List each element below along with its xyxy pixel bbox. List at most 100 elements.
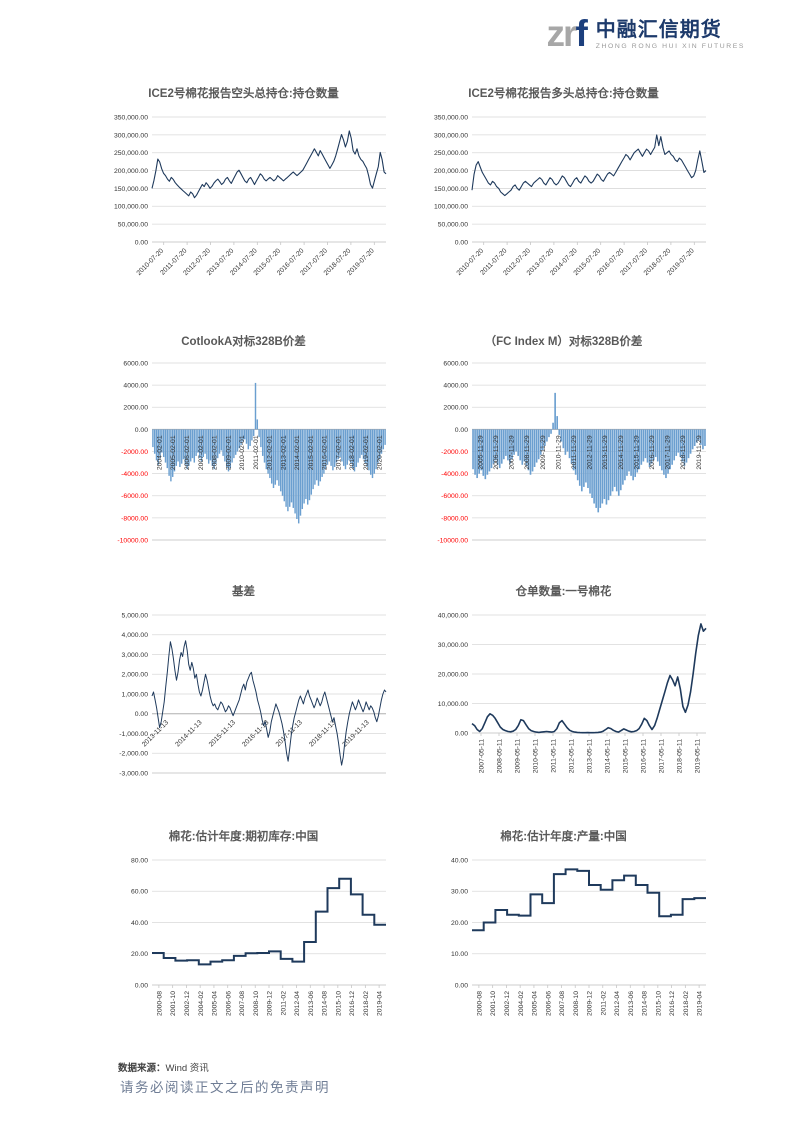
svg-text:-8000.00: -8000.00: [121, 515, 148, 522]
svg-text:2004-02-01: 2004-02-01: [156, 435, 163, 470]
svg-text:4,000.00: 4,000.00: [122, 632, 149, 639]
svg-text:2005-02-01: 2005-02-01: [170, 435, 177, 470]
svg-text:2004-02: 2004-02: [198, 991, 205, 1016]
svg-text:1,000.00: 1,000.00: [122, 691, 149, 698]
svg-text:2015-10: 2015-10: [655, 991, 662, 1016]
svg-text:0.00: 0.00: [135, 982, 148, 989]
chart-basis: 基差 5,000.00 4,000.00 3,000.00 2,000.00 1,000…: [97, 583, 390, 805]
svg-text:60.00: 60.00: [131, 889, 148, 896]
svg-text:40,000.00: 40,000.00: [438, 612, 468, 619]
svg-text:10.00: 10.00: [451, 951, 468, 958]
svg-text:20.00: 20.00: [451, 920, 468, 927]
logo-mark-zr: zr: [546, 13, 578, 54]
chart-ice2-long-positions: ICE2号棉花报告多头总持仓:持仓数量 0.00 50,000.00 100,000…: [417, 85, 710, 307]
svg-text:2017-11-29: 2017-11-29: [665, 435, 672, 469]
chart-cotlooka-328b-spread: CotlookA对标328B价差 6000.00 4000.00 2000.00 0.…: [97, 333, 390, 547]
chart-row-1: ICE2号棉花报告空头总持仓:持仓数量 0.00 50,000.00 100,000…: [97, 85, 711, 307]
svg-text:2009-12: 2009-12: [267, 991, 274, 1016]
svg-text:2009-12: 2009-12: [587, 991, 594, 1016]
chart-canvas-warehouse-receipts: 0.00 10,000.00 20,000.00 30,000.00 40,000.00…: [438, 612, 707, 773]
svg-text:2013-05-11: 2013-05-11: [587, 739, 594, 773]
svg-text:2019-04: 2019-04: [377, 991, 384, 1016]
company-name-en: ZHONG RONG HUI XIN FUTURES: [595, 42, 745, 50]
svg-text:2013-02-01: 2013-02-01: [280, 435, 287, 470]
chart-title: 仓单数量:一号棉花: [515, 586, 612, 598]
svg-text:30.00: 30.00: [451, 889, 468, 896]
svg-text:0.00: 0.00: [135, 427, 148, 434]
svg-text:2012-04: 2012-04: [294, 991, 301, 1016]
svg-text:300,000.00: 300,000.00: [114, 132, 148, 139]
company-logo: zrf 中融汇信期货 ZHONG RONG HUI XIN FUTURES: [547, 14, 745, 54]
svg-text:2019-02-01: 2019-02-01: [363, 435, 370, 470]
logo-text: 中融汇信期货 ZHONG RONG HUI XIN FUTURES: [596, 19, 745, 50]
svg-text:4000.00: 4000.00: [443, 383, 468, 390]
svg-text:2018-02-01: 2018-02-01: [349, 435, 356, 470]
svg-text:2012-02-01: 2012-02-01: [267, 435, 274, 470]
svg-text:2005-11-29: 2005-11-29: [477, 435, 484, 469]
chart-canvas-ice2-long: 0.00 50,000.00 100,000.00 150,000.00 200,000…: [434, 114, 707, 277]
svg-text:2015-10: 2015-10: [335, 991, 342, 1016]
svg-text:2018-11-29: 2018-11-29: [680, 435, 687, 469]
logo-mark-f: f: [575, 13, 587, 54]
svg-text:2017-05-11: 2017-05-11: [659, 739, 666, 773]
svg-text:100,000.00: 100,000.00: [434, 204, 468, 211]
chart-title: 基差: [232, 586, 255, 598]
svg-text:0.00: 0.00: [455, 982, 468, 989]
chart-title: （FC Index M）对标328B价差: [484, 336, 643, 348]
svg-text:2016-12: 2016-12: [669, 991, 676, 1016]
svg-text:100,000.00: 100,000.00: [114, 204, 148, 211]
svg-text:2007-08: 2007-08: [559, 991, 566, 1016]
chart-canvas-ice2-short: 0.00 50,000.00 100,000.00 150,000.00 200,000…: [114, 114, 387, 277]
svg-text:2014-02-01: 2014-02-01: [294, 435, 301, 470]
svg-text:-2000.00: -2000.00: [441, 449, 468, 456]
svg-text:2010-02-01: 2010-02-01: [239, 435, 246, 470]
svg-text:2014-08: 2014-08: [322, 991, 329, 1016]
svg-text:2011-02: 2011-02: [280, 991, 287, 1016]
svg-text:40.00: 40.00: [451, 857, 468, 864]
svg-text:2007-02-01: 2007-02-01: [198, 435, 205, 470]
chart-canvas-production: 0.00 10.00 20.00 30.00 40.00 2000-08 2001-10 20…: [451, 857, 706, 1016]
svg-text:2015-05-11: 2015-05-11: [623, 739, 630, 773]
svg-text:2012-11-29: 2012-11-29: [587, 435, 594, 469]
chart-canvas-beginning-stocks: 0.00 20.00 40.00 60.00 80.00 2000-08 2001-10 20…: [131, 857, 386, 1016]
svg-text:2006-11-29: 2006-11-29: [493, 435, 500, 469]
svg-text:20,000.00: 20,000.00: [438, 671, 468, 678]
svg-text:-1,000.00: -1,000.00: [119, 731, 148, 738]
svg-text:-10000.00: -10000.00: [117, 537, 148, 544]
chart-china-beginning-stocks: 棉花:估计年度:期初库存:中国 0.00 20.00 40.00 60.00 80.00…: [97, 828, 390, 1055]
svg-text:2000.00: 2000.00: [443, 405, 468, 412]
svg-text:2019-04: 2019-04: [697, 991, 704, 1016]
svg-text:150,000.00: 150,000.00: [114, 186, 148, 193]
svg-text:2010-05-11: 2010-05-11: [533, 739, 540, 773]
svg-text:2000-08: 2000-08: [156, 991, 163, 1016]
svg-text:2009-02-01: 2009-02-01: [225, 435, 232, 470]
svg-text:-2,000.00: -2,000.00: [119, 751, 148, 758]
logo-mark: zrf: [546, 13, 588, 54]
svg-text:0.00: 0.00: [135, 239, 148, 246]
svg-text:2004-02: 2004-02: [518, 991, 525, 1016]
svg-text:-2000.00: -2000.00: [121, 449, 148, 456]
svg-text:2014-11-29: 2014-11-29: [618, 435, 625, 469]
svg-text:-3,000.00: -3,000.00: [119, 770, 148, 777]
chart-title: 棉花:估计年度:产量:中国: [500, 831, 627, 843]
chart-title: ICE2号棉花报告空头总持仓:持仓数量: [148, 88, 339, 100]
svg-text:2005-04: 2005-04: [532, 991, 539, 1016]
svg-text:2006-02-01: 2006-02-01: [184, 435, 191, 470]
svg-text:2012-04: 2012-04: [614, 991, 621, 1016]
chart-row-4: 棉花:估计年度:期初库存:中国 0.00 20.00 40.00 60.00 80.00…: [97, 828, 711, 1055]
svg-text:-8000.00: -8000.00: [441, 515, 468, 522]
svg-text:2000-08: 2000-08: [476, 991, 483, 1016]
svg-text:50,000.00: 50,000.00: [438, 222, 468, 229]
svg-text:20.00: 20.00: [131, 951, 148, 958]
svg-text:350,000.00: 350,000.00: [434, 114, 468, 121]
svg-text:2016-11-29: 2016-11-29: [649, 435, 656, 469]
svg-text:-10000.00: -10000.00: [437, 537, 468, 544]
svg-text:200,000.00: 200,000.00: [434, 168, 468, 175]
svg-text:2007-08: 2007-08: [239, 991, 246, 1016]
svg-text:30,000.00: 30,000.00: [438, 642, 468, 649]
svg-text:2011-05-11: 2011-05-11: [551, 739, 558, 773]
svg-text:2005-04: 2005-04: [212, 991, 219, 1016]
svg-text:2013-06: 2013-06: [308, 991, 315, 1016]
svg-text:0.00: 0.00: [135, 711, 148, 718]
